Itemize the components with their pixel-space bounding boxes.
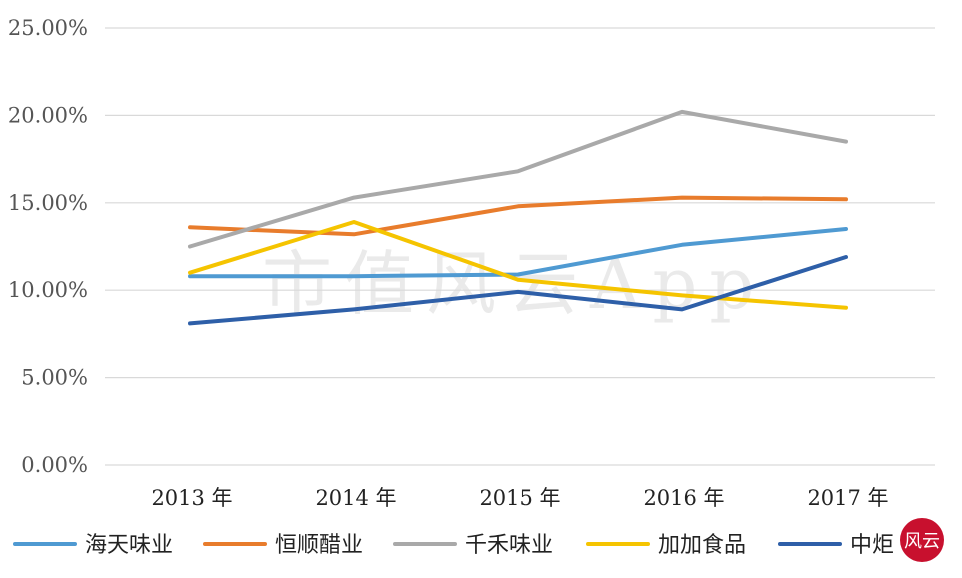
series-lines xyxy=(188,109,848,326)
series-line-3 xyxy=(188,109,848,249)
y-tick-label: 15.00% xyxy=(8,191,88,215)
seal-logo: 风云 xyxy=(900,518,944,562)
legend-label: 加加食品 xyxy=(658,533,746,558)
legend-label: 海天味业 xyxy=(85,533,173,558)
legend: 海天味业 恒顺醋业 千禾味业 加加食品 中炬 xyxy=(13,533,894,558)
series-line-1 xyxy=(188,227,848,279)
y-tick-label: 5.00% xyxy=(21,366,88,390)
series-line-5 xyxy=(188,255,848,326)
x-tick-label: 2016 年 xyxy=(643,486,724,510)
legend-label: 中炬 xyxy=(850,533,894,558)
y-axis-ticks: 0.00% 5.00% 10.00% 15.00% 20.00% 25.00% xyxy=(8,16,88,477)
y-tick-label: 0.00% xyxy=(21,453,88,477)
x-tick-label: 2017 年 xyxy=(807,486,888,510)
seal-text: 风云 xyxy=(904,531,940,552)
x-tick-label: 2014 年 xyxy=(315,486,396,510)
series-line-4 xyxy=(188,220,848,310)
y-tick-label: 10.00% xyxy=(8,278,88,302)
y-tick-label: 20.00% xyxy=(8,103,88,127)
series-line-2 xyxy=(188,195,848,237)
legend-label: 千禾味业 xyxy=(465,533,553,558)
legend-label: 恒顺醋业 xyxy=(275,533,363,558)
x-axis-ticks: 2013 年 2014 年 2015 年 2016 年 2017 年 xyxy=(151,486,888,510)
y-tick-label: 25.00% xyxy=(8,16,88,40)
x-tick-label: 2013 年 xyxy=(151,486,232,510)
x-tick-label: 2015 年 xyxy=(479,486,560,510)
